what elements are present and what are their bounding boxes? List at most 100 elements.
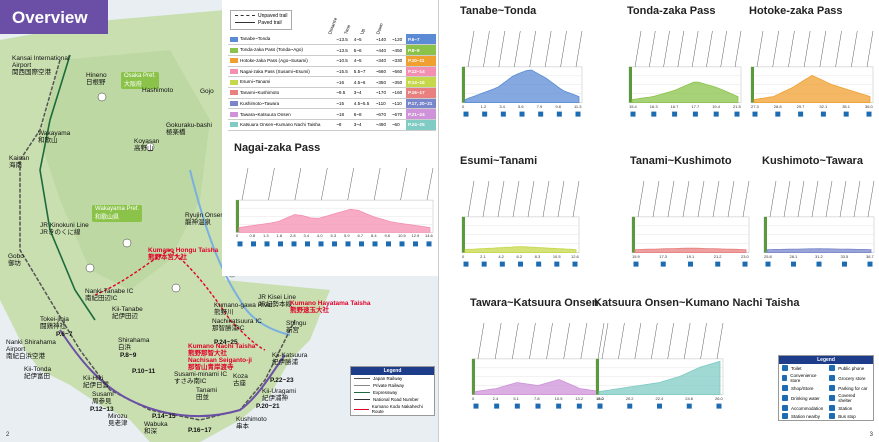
facility-icon (866, 111, 872, 117)
route-down: ~350 (389, 76, 406, 88)
facility-icon (660, 261, 666, 267)
facility-icon (413, 241, 418, 247)
map-legend-text: Kumano Kodo Nakahechi Route (371, 404, 423, 414)
facility-icon (556, 403, 562, 409)
facility-icon (716, 403, 722, 409)
map-label: Nachikatsuura IC 那智勝浦IC (212, 318, 262, 332)
route-down: ~110 (389, 98, 406, 110)
map-label: JR Kisei Line JR紀勢本線 (258, 294, 296, 308)
facility-icon (576, 403, 582, 409)
distance-tick-label: 3.4 (303, 233, 310, 239)
facility-legend-item: Parking for car (826, 384, 873, 392)
route-dist: ~13.5 (334, 44, 352, 56)
route-up: ~490 (373, 119, 390, 131)
facility-icon (554, 261, 560, 267)
facility-icon (688, 261, 693, 267)
route-dist: ~15.5 (334, 66, 352, 78)
profile-title: Kushimoto~Tawara (762, 155, 863, 167)
map-legend-item: Japan Railway (351, 375, 434, 382)
distance-tick-label: 25.8 (764, 253, 772, 259)
distance-tick-label: 16.7 (670, 103, 679, 109)
facility-icon (775, 111, 781, 117)
distance-tick-label: 19.4 (712, 103, 720, 109)
route-table-row[interactable]: Esumi~Tanami ~16 4.5~6 ~350 ~350 P.14~16 (228, 76, 436, 88)
map-label-text: Koyasan (134, 138, 160, 145)
distance-tick-label: 15.9 (632, 253, 640, 259)
map-label-jp: 闘鶏神社 (40, 323, 66, 330)
route-table-row[interactable]: Tawara~Katsuura Onsen ~18 6~8 ~670 ~670 P.21~… (228, 108, 436, 120)
facility-legend-text: Parking for car (838, 385, 868, 391)
facility-legend-item: Public phone (826, 364, 873, 372)
map-label: Susami-minami IC すさみ南IC (174, 371, 227, 385)
map-label-jp: 海南 (9, 162, 22, 169)
route-up: ~170 (373, 87, 390, 99)
map-label-text: Ryujin Onsen (185, 212, 225, 219)
map-label-text: Mirozu (108, 413, 128, 420)
facility-icon (633, 261, 639, 267)
elevation-profile: Hotoke-zaka Pass 27.3 28.8 29.7 32.1 35.1 36.0 (747, 5, 877, 140)
map-label-text: Kii-Tonda (24, 366, 52, 373)
distance-tick-label: 5.1 (513, 395, 519, 401)
route-table-row[interactable]: Tonda-zaka Pass (Tonda~Ago) ~13.5 5~6 ~440 ~… (228, 44, 436, 56)
route-up: ~340 (373, 55, 390, 67)
profile-chart (631, 180, 750, 267)
map-label-text: Nachisan Seiganto-ji (188, 357, 252, 364)
legend-line-icon (354, 408, 369, 410)
route-time: 4~5 (351, 55, 374, 67)
route-table-row[interactable]: Nagai-zaka Pass (Susami~Esumi) ~15.5 5.5~7… (228, 66, 436, 78)
map-label: Kii-Tonda 紀伊富田 (24, 366, 51, 380)
map-label: Kushimoto 串本 (236, 416, 267, 430)
map-legend-text: Private Railway (373, 383, 405, 388)
map-label: Gojo (200, 88, 214, 95)
route-up: ~110 (373, 98, 390, 110)
map-label-text: Koza (233, 373, 248, 380)
profile-title: Tanami~Kushimoto (630, 155, 732, 167)
route-table-row[interactable]: Kushimoto~Tawara ~15 4.5~5.5 ~110 ~110 P.17, … (228, 98, 436, 110)
distance-tick-label: 5.9 (344, 233, 350, 239)
distance-tick-label: 27.3 (751, 103, 759, 109)
elevation-area (753, 74, 871, 103)
map-label: Gokuraku-bashi 極楽橋 (166, 122, 212, 136)
map-legend-title: Legend (351, 367, 434, 375)
map-label-jp: 新宮 (286, 327, 299, 334)
map-label-jp: 南紀白浜空港 (6, 353, 45, 360)
facility-legend-title: Legend (779, 356, 873, 364)
route-dist: ~16 (334, 76, 352, 88)
route-table-row[interactable]: Tanami~Kushimoto ~9.5 3~4 ~170 ~160 P.16~17 (228, 87, 436, 99)
legend-line-icon (354, 378, 370, 379)
elevation-area (238, 208, 431, 233)
map-label-jp: 南紀田辺IC (85, 295, 118, 302)
distance-tick-label: 4.0 (317, 233, 323, 239)
distance-tick-label: 12.9 (411, 233, 420, 239)
facility-icon (494, 403, 500, 409)
distance-tick-label: 24.6 (685, 395, 694, 401)
route-color-swatch (230, 47, 238, 53)
map-label-text: Kumano Hongu Taisha (148, 247, 219, 254)
facility-legend-text: Convenience store (790, 373, 817, 383)
elevation-area (598, 360, 721, 395)
map-label-text: Gojo (200, 88, 214, 95)
facility-icon (538, 111, 544, 117)
route-dist: ~13.5 (334, 34, 352, 46)
left-page: Overview Kansai International Airport 関西国… (0, 0, 439, 442)
map-label: Kansai International Airport 関西国際空港 (12, 55, 70, 76)
distance-tick-label: 5.6 (518, 103, 524, 109)
facility-icon (798, 111, 804, 117)
facility-icon (251, 241, 256, 247)
elevation-profile: Tawara~Katsuura Onsen 0 2.4 5.1 7.8 10.5 13.2 1… (468, 297, 608, 432)
route-table-row[interactable]: Hotoke-zaka Pass (Ago~Susami) ~10.5 4~5 ~34… (228, 55, 436, 67)
map-label-text: Kii-Tanabe (112, 306, 143, 313)
map-label: P.22~23 (270, 377, 294, 384)
route-up: ~440 (373, 44, 390, 56)
map-label-text: Kushimoto (236, 416, 267, 423)
legend-line-icon (354, 392, 370, 393)
map-label-jp: 紀伊田辺 (112, 313, 138, 320)
route-table-row[interactable]: Tanabe~Tonda ~13.5 4~5 ~140 ~120 P.6~7 (228, 34, 436, 46)
route-table-row[interactable]: Katsuura Onsen~Kumano Nachi Taisha ~8 3~4 ~… (228, 119, 436, 131)
route-up: ~350 (373, 76, 390, 88)
facility-icon (372, 241, 378, 247)
map-label-jp: 御坊 (8, 260, 21, 267)
route-color-swatch (230, 111, 238, 117)
facility-icon (686, 403, 692, 409)
facility-legend-item: Bus stop (826, 412, 873, 420)
